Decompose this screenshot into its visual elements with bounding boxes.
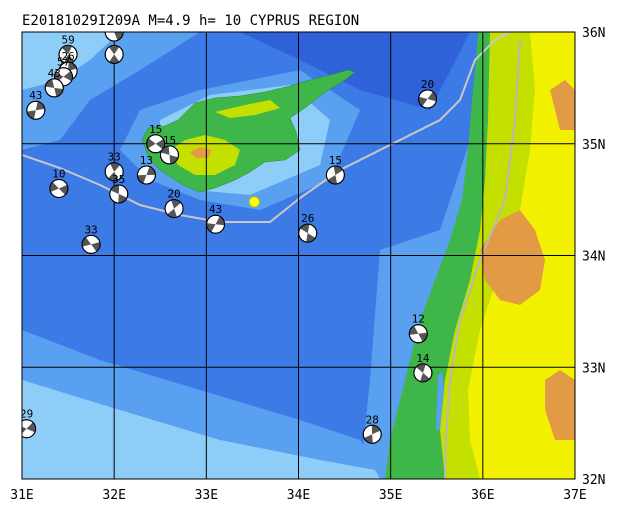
mechanism-depth-label: 26	[61, 50, 74, 63]
latitude-label: 32N	[582, 473, 605, 488]
mechanism-depth-label: 12	[412, 313, 425, 326]
mechanism-depth-label: 33	[85, 223, 98, 236]
focal-mechanism: 15	[325, 154, 345, 185]
focal-mechanism: 28	[362, 413, 382, 444]
mechanism-depth-label: 43	[29, 89, 42, 102]
focal-mechanism: 43	[44, 67, 64, 98]
focal-mechanism: 14	[413, 352, 433, 383]
focal-mechanism: 29	[20, 408, 37, 439]
longitude-label: 31E	[10, 488, 33, 503]
map-frame	[21, 31, 576, 480]
focal-mechanism: 15	[146, 123, 166, 154]
mechanism-depth-label: 43	[48, 67, 61, 80]
mechanism-depth-label: 33	[108, 151, 121, 164]
mechanism-depth-label: 26	[301, 212, 314, 225]
dead-sea-fault	[444, 39, 521, 479]
mechanism-depth-label: 20	[421, 78, 434, 91]
focal-mechanism: 15	[159, 134, 179, 165]
mechanism-depth-label: 28	[366, 413, 379, 426]
mechanism-depth-label: 43	[209, 203, 222, 216]
mechanism-depth-label: 15	[163, 134, 176, 147]
latitude-label: 36N	[582, 26, 605, 41]
focal-mechanism: 43	[26, 89, 46, 120]
focal-mechanism: 26	[298, 212, 318, 243]
focal-mechanism: 12	[408, 313, 428, 344]
longitude-label: 37E	[563, 488, 586, 503]
focal-mechanism	[104, 44, 124, 64]
focal-mechanism: 35	[109, 173, 129, 204]
mechanism-depth-label: 15	[329, 154, 342, 167]
focal-mechanism: 20	[418, 78, 438, 109]
latitude-label: 35N	[582, 138, 605, 153]
longitude-label: 33E	[195, 488, 218, 503]
latitude-label: 33N	[582, 361, 605, 376]
mechanism-depth-label: 20	[167, 188, 180, 201]
mechanism-depth-label: 15	[149, 123, 162, 136]
coordinate-grid	[22, 32, 575, 479]
focal-mechanism: 59	[58, 33, 78, 64]
focal-mechanism: 43	[206, 203, 226, 234]
focal-mechanism: 13	[136, 154, 156, 185]
mechanism-depth-label: 59	[61, 33, 74, 46]
epicenter-marker	[248, 196, 260, 208]
focal-mechanism: 33	[104, 151, 124, 182]
dead-sea	[436, 372, 444, 430]
mechanism-depth-label: 29	[20, 408, 33, 421]
focal-mechanism: 10	[49, 167, 69, 198]
latitude-labels: 36N 35N 34N 33N 32N	[582, 26, 605, 488]
longitude-labels: 31E 32E 33E 34E 35E 36E 37E	[10, 488, 586, 503]
levant-mountains	[480, 80, 575, 440]
focal-mechanism: 57	[104, 32, 124, 42]
mechanism-depth-label: 35	[112, 173, 125, 186]
mechanism-depth-label: 57	[57, 56, 70, 69]
mechanism-depth-label: 10	[52, 167, 65, 180]
focal-mechanism: 33	[81, 223, 101, 254]
focal-mechanism: 20	[164, 188, 184, 219]
map-title: E20181029I209A M=4.9 h= 10 CYPRUS REGION	[22, 13, 359, 29]
longitude-label: 34E	[287, 488, 310, 503]
longitude-label: 35E	[379, 488, 402, 503]
longitude-label: 32E	[102, 488, 125, 503]
latitude-label: 34N	[582, 250, 605, 265]
mechanism-depth-label: 13	[140, 154, 153, 167]
mechanism-depth-label: 14	[416, 352, 430, 365]
longitude-label: 36E	[471, 488, 494, 503]
